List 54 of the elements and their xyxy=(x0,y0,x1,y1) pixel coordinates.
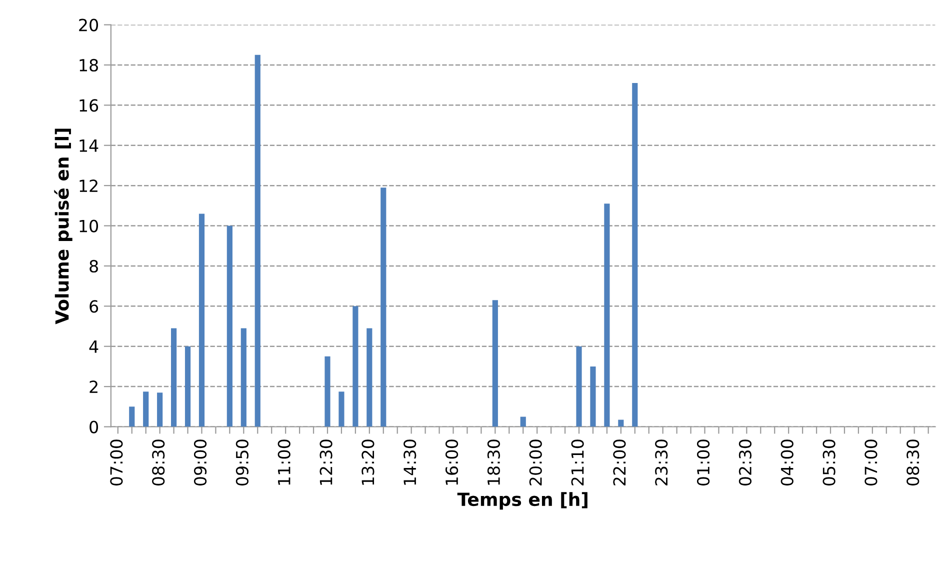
bar xyxy=(198,214,205,427)
bar xyxy=(143,392,149,427)
x-tick-label: 13:20 xyxy=(362,440,374,485)
y-tick-label: 20 xyxy=(79,18,98,32)
bar xyxy=(632,83,638,427)
bar xyxy=(338,392,344,427)
bar xyxy=(324,356,330,427)
bar xyxy=(184,346,191,427)
bar xyxy=(171,328,177,427)
y-tick-label: 8 xyxy=(90,260,98,273)
x-tick-label: 21:10 xyxy=(571,440,584,486)
y-axis-title: Volume puisé en [l] xyxy=(54,128,72,324)
x-tick-label: 05:30 xyxy=(822,440,836,486)
x-tick-label: 18:30 xyxy=(487,440,500,485)
bar xyxy=(380,188,386,427)
bar xyxy=(366,328,372,427)
x-tick-label: 09:50 xyxy=(236,440,248,486)
x-tick-label: 04:00 xyxy=(780,440,794,486)
bar xyxy=(129,406,135,427)
x-tick-label: 02:30 xyxy=(738,440,752,486)
bar xyxy=(254,54,260,427)
y-tick-label: 6 xyxy=(90,300,98,313)
y-tick-label: 4 xyxy=(89,340,98,353)
y-tick-label: 10 xyxy=(80,220,98,232)
x-tick-label: 20:00 xyxy=(529,440,542,486)
x-axis-title: Temps en [h] xyxy=(457,492,588,510)
bar xyxy=(492,300,498,427)
bar xyxy=(520,416,526,427)
bar xyxy=(590,366,596,427)
bar xyxy=(226,226,232,427)
y-tick-label: 14 xyxy=(80,140,98,152)
y-tick-label: 16 xyxy=(80,99,98,112)
x-tick-label: 12:30 xyxy=(320,440,332,485)
y-tick-label: 18 xyxy=(80,58,98,72)
x-tick-label: 07:00 xyxy=(110,440,123,486)
y-tick-label: 12 xyxy=(80,180,98,192)
x-tick-label: 16:00 xyxy=(445,440,458,485)
x-tick-label: 22:00 xyxy=(613,440,626,486)
bar xyxy=(240,328,246,427)
y-tick-label: 2 xyxy=(90,380,98,393)
bar xyxy=(576,346,582,427)
x-tick-label: 11:00 xyxy=(278,440,290,485)
bar xyxy=(352,306,358,427)
x-tick-label: 01:00 xyxy=(696,440,710,486)
x-tick-label: 07:00 xyxy=(864,440,878,486)
x-tick-label: 08:30 xyxy=(906,440,920,486)
bar xyxy=(604,204,610,427)
x-tick-label: 14:30 xyxy=(404,440,416,485)
y-tick-label: 0 xyxy=(90,420,98,434)
x-tick-label: 08:30 xyxy=(152,440,165,486)
bar xyxy=(157,392,163,427)
bar xyxy=(618,420,624,427)
x-tick-label: 09:00 xyxy=(194,440,207,486)
x-tick-label: 23:30 xyxy=(655,440,668,486)
